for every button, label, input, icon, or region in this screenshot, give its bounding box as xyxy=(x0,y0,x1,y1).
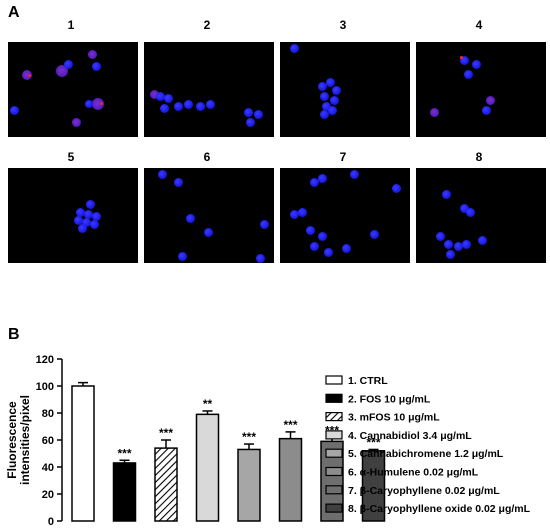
bars: ************** ****** xyxy=(71,381,386,522)
legend-swatch xyxy=(325,448,343,458)
legend-label: 5. Cannabichromene 1.2 μg/mL xyxy=(348,448,504,460)
y-tick-label: 80 xyxy=(42,408,54,420)
legend-swatch xyxy=(325,393,343,403)
significance-label: ** xyxy=(203,397,213,411)
bar xyxy=(112,462,137,522)
micrograph-7 xyxy=(280,168,410,263)
bar xyxy=(195,413,220,522)
micrograph-5 xyxy=(8,168,138,263)
image-label-3: 3 xyxy=(339,18,347,32)
legend-label: 3. mFOS 10 μg/mL xyxy=(348,412,440,424)
legend-swatch xyxy=(325,485,343,495)
y-axis-title: Fluorescence intensities/pixel xyxy=(5,395,32,485)
bar-chart: Fluorescence intensities/pixel 0 20 40 60 80 1… xyxy=(5,354,531,528)
y-axis: 0 20 40 60 80 100 120 xyxy=(36,354,63,528)
significance-label: *** xyxy=(366,435,380,449)
significance-label: *** xyxy=(242,430,256,444)
legend-swatch xyxy=(325,503,343,513)
legend-label: 7. β-Caryophyllene 0.02 μg/mL xyxy=(348,485,500,497)
bar xyxy=(237,448,261,522)
significance-label: *** xyxy=(117,446,131,460)
y-tick-label: 60 xyxy=(42,435,54,447)
legend-label: 4. Cannabidiol 3.4 μg/mL xyxy=(348,430,472,442)
legend-label: 8. β-Caryophyllene oxide 0.02 μg/mL xyxy=(348,503,531,515)
micrograph-4 xyxy=(416,42,546,137)
y-tick-label: 120 xyxy=(36,354,54,366)
y-tick-label: 20 xyxy=(42,489,54,501)
panel-a-letter: A xyxy=(8,4,20,21)
y-axis-title-line: Fluorescence xyxy=(5,401,19,479)
legend-label: 2. FOS 10 μg/mL xyxy=(348,393,431,405)
micrograph-1 xyxy=(8,42,138,137)
y-tick-label: 100 xyxy=(36,381,54,393)
bar xyxy=(71,385,95,522)
y-tick-label: 40 xyxy=(42,462,54,474)
image-label-8: 8 xyxy=(475,150,483,164)
significance-label: *** xyxy=(283,418,297,432)
legend-swatch xyxy=(325,375,343,385)
legend-swatch xyxy=(325,430,343,440)
image-label-2: 2 xyxy=(203,18,211,32)
image-label-1: 1 xyxy=(67,18,75,32)
micrograph-8 xyxy=(416,168,546,263)
bar xyxy=(154,447,178,522)
significance-label: *** xyxy=(159,426,173,440)
micrograph-3 xyxy=(280,42,410,137)
legend: 1. CTRL 2. FOS 10 μg/mL 3. mFOS 10 μg/mL 4.… xyxy=(325,375,531,515)
image-label-5: 5 xyxy=(67,150,75,164)
y-tick-label: 0 xyxy=(48,516,54,528)
panel-b-letter: B xyxy=(8,326,20,343)
image-label-7: 7 xyxy=(339,150,347,164)
micrograph-2 xyxy=(144,42,274,137)
legend-label: 1. CTRL xyxy=(348,375,388,387)
bar xyxy=(320,440,344,522)
image-label-4: 4 xyxy=(475,18,483,32)
bar xyxy=(278,437,303,522)
legend-swatch xyxy=(325,466,343,477)
image-label-6: 6 xyxy=(203,150,211,164)
micrograph-6 xyxy=(144,168,274,263)
legend-label: 6. α-Humulene 0.02 μg/mL xyxy=(348,467,479,479)
legend-swatch xyxy=(325,411,343,422)
y-axis-title-line: intensities/pixel xyxy=(18,395,32,485)
